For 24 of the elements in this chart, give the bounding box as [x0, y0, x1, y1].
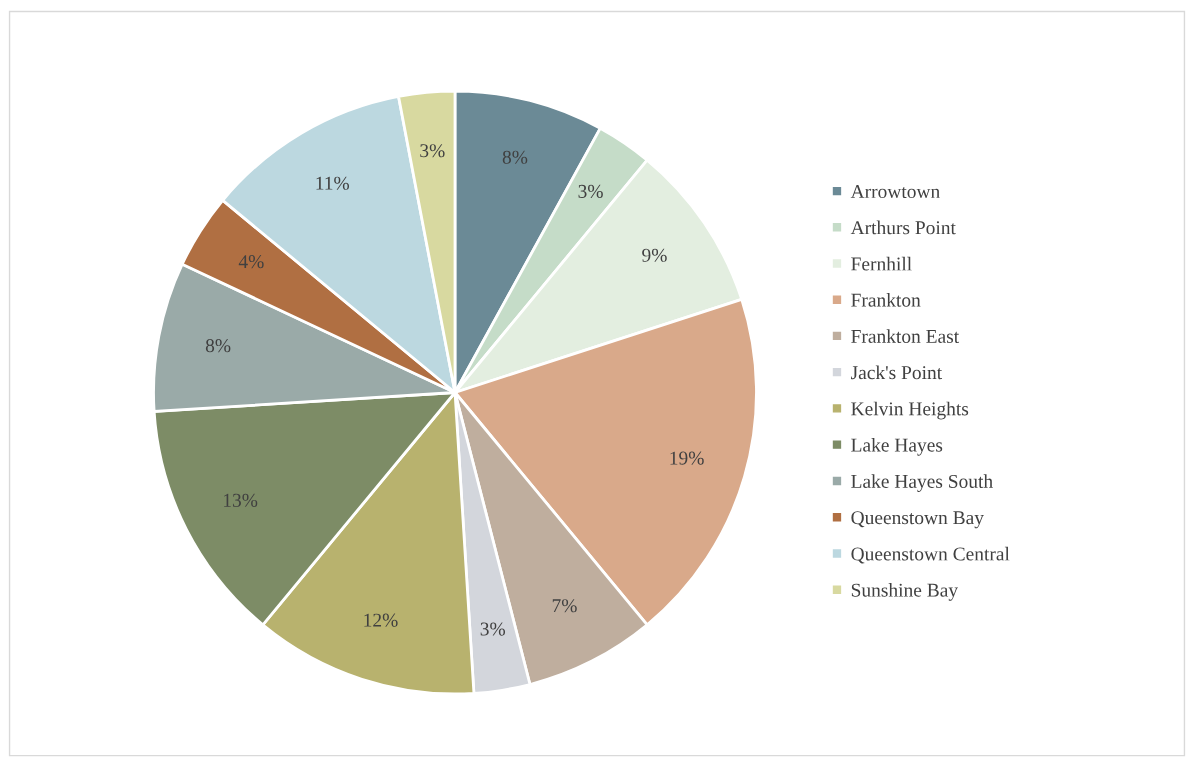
data-label: 11%	[316, 176, 350, 190]
data-label: 19%	[670, 451, 704, 465]
legend-label: Frankton East	[851, 329, 960, 343]
legend-label: Lake Hayes	[851, 438, 943, 456]
legend-label: Queenstown Bay	[851, 511, 984, 529]
data-label: 9%	[642, 248, 667, 262]
data-label: 3%	[578, 184, 603, 198]
legend-label: Lake Hayes South	[851, 474, 993, 492]
legend-label: Fernhill	[851, 256, 912, 271]
data-label: 4%	[238, 255, 264, 269]
data-label: 13%	[224, 493, 258, 507]
legend-label: Jack's Point	[851, 365, 943, 380]
legend-label: Queenstown Central	[851, 546, 1010, 564]
data-label: 8%	[205, 339, 231, 353]
data-label: 7%	[552, 599, 577, 613]
legend-label: Sunshine Bay	[851, 583, 958, 601]
legend-label: Kelvin Heights	[851, 401, 969, 420]
data-label: 3%	[420, 144, 445, 158]
legend-label: Frankton	[851, 293, 921, 307]
data-label: 8%	[502, 150, 528, 164]
data-label: 3%	[480, 622, 506, 636]
legend-label: Arrowtown	[850, 185, 940, 199]
data-label: 12%	[364, 613, 398, 627]
legend-label: Arthurs Point	[850, 220, 956, 235]
